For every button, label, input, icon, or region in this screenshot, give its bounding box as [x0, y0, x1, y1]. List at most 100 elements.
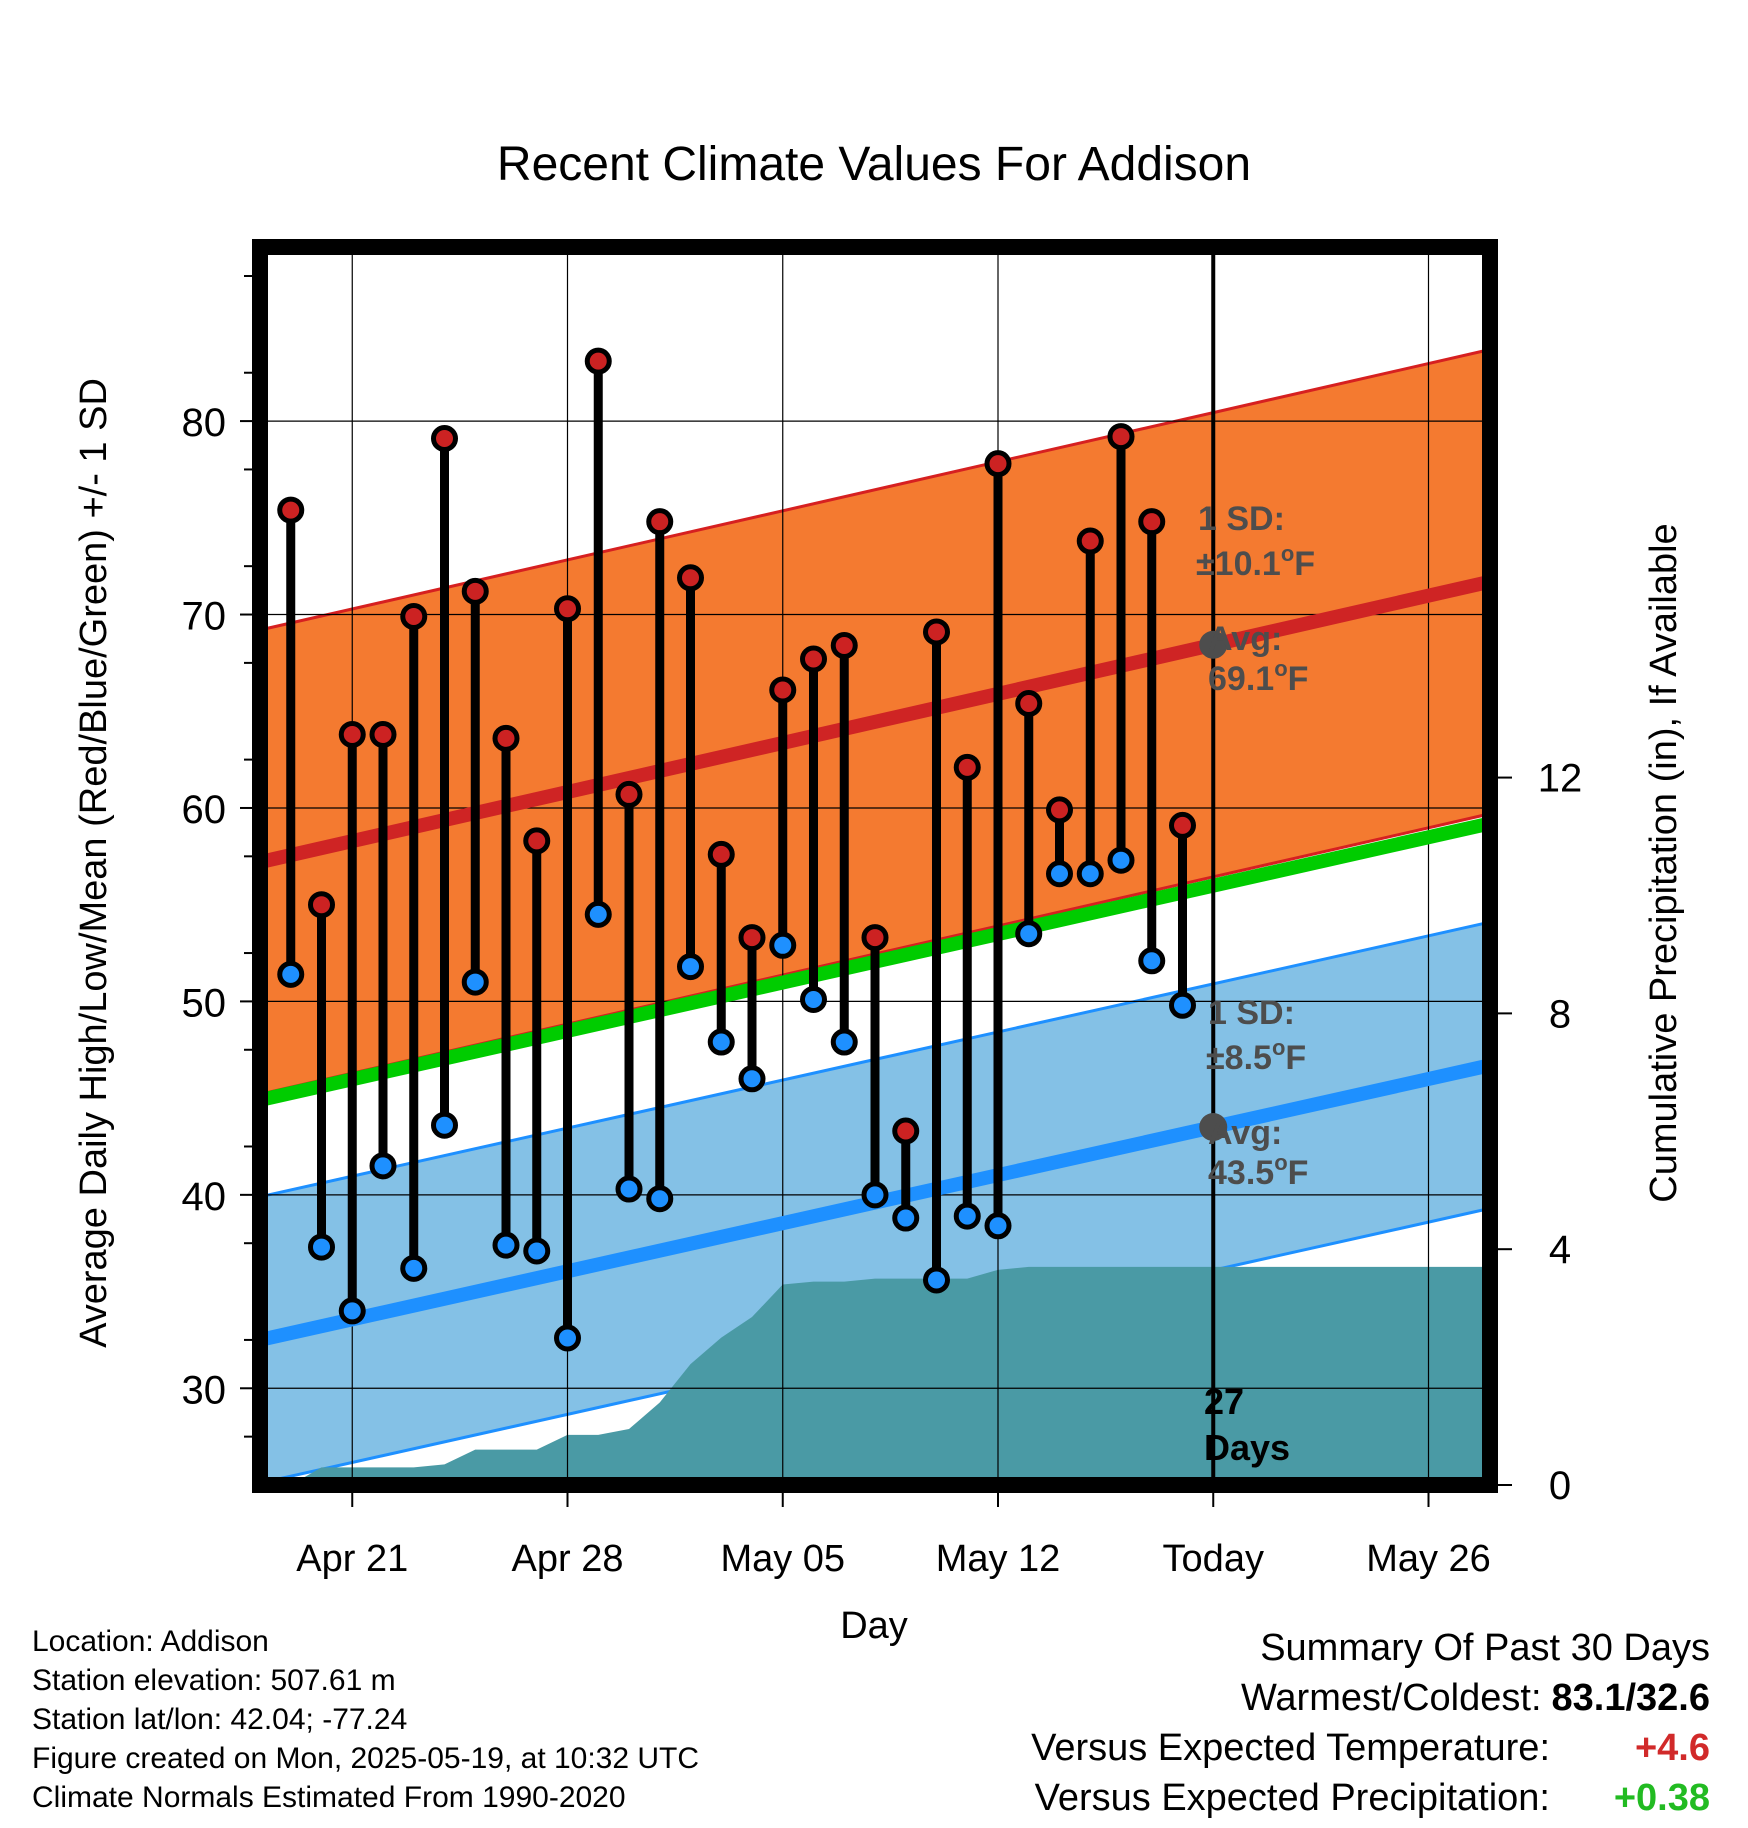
- warm-cold-row: Warmest/Coldest: 83.1/32.6: [1031, 1673, 1710, 1723]
- latlon-text: Station lat/lon: 42.04; -77.24: [32, 1703, 408, 1736]
- day-high-point: [769, 676, 797, 704]
- precip-fill: [290, 1266, 1490, 1485]
- precip-row: Versus Expected Precipitation: +0.38: [1031, 1773, 1710, 1823]
- y2-tick-label: 4: [1549, 1228, 1571, 1272]
- day-high-point: [1107, 423, 1135, 451]
- y-tick-label: 30: [182, 1368, 227, 1412]
- high-sd-degree: o: [1281, 541, 1294, 566]
- location-text: Location: Addison: [32, 1625, 269, 1658]
- x-tick-label: May 05: [720, 1538, 845, 1580]
- chart-title: Recent Climate Values For Addison: [497, 138, 1251, 191]
- day-low-point: [861, 1181, 889, 1209]
- day-high-point: [461, 577, 489, 605]
- low-avg-label: Avg:: [1208, 1114, 1282, 1152]
- low-avg-unit: F: [1288, 1154, 1309, 1192]
- low-avg-degree: o: [1274, 1150, 1287, 1175]
- normals-text: Climate Normals Estimated From 1990-2020: [32, 1781, 626, 1814]
- y-tick-label: 80: [182, 401, 227, 445]
- x-tick-label: May 12: [936, 1538, 1061, 1580]
- day-low-point: [338, 1297, 366, 1325]
- day-high-point: [431, 425, 458, 453]
- day-high-point: [1046, 796, 1073, 824]
- day-low-point: [369, 1152, 397, 1180]
- station-info: Location: Addison Station elevation: 507…: [32, 1622, 699, 1817]
- axes: 30 40 50 60 70 80 0 4 8 12 Apr 21 Apr 28 May 05 May 1…: [182, 275, 1583, 1580]
- warm-cold-value: 83.1/32.6: [1551, 1677, 1710, 1719]
- x-tick-label: Apr 21: [296, 1538, 408, 1580]
- y-tick-label: 40: [182, 1175, 227, 1219]
- precip-label: Versus Expected Precipitation:: [1034, 1777, 1550, 1819]
- day-high-point: [554, 595, 581, 623]
- high-sd-label: 1 SD:: [1198, 500, 1285, 538]
- high-avg-unit: F: [1288, 660, 1309, 698]
- day-low-point: [707, 1028, 735, 1056]
- high-sd-unit: F: [1294, 545, 1315, 583]
- day-low-point: [677, 953, 704, 981]
- day-high-point: [677, 564, 704, 592]
- day-high-point: [1169, 811, 1196, 839]
- y-axis-label: Average Daily High/Low/Mean (Red/Blue/Gr…: [73, 378, 115, 1348]
- y2-tick-label: 8: [1549, 992, 1571, 1036]
- day-high-point: [523, 827, 551, 855]
- day-high-point: [738, 924, 766, 952]
- day-low-point: [400, 1254, 428, 1282]
- daily-bars: [277, 347, 1196, 1352]
- day-high-point: [308, 891, 335, 919]
- day-high-point: [1138, 508, 1166, 536]
- high-sd-number: ±10.1: [1196, 545, 1281, 583]
- day-high-point: [861, 924, 889, 952]
- precip-area: [290, 1266, 1490, 1485]
- day-high-point: [1076, 527, 1104, 555]
- annotations: 1 SD: ±10.1oF Avg: 69.1oF 1 SD: ±8.5oF A…: [1196, 500, 1315, 1468]
- day-low-point: [1046, 860, 1073, 888]
- day-high-point: [984, 450, 1012, 478]
- low-sd-unit: F: [1285, 1039, 1306, 1077]
- low-sd-number: ±8.5: [1206, 1039, 1272, 1077]
- day-high-point: [615, 780, 643, 808]
- day-high-point: [707, 840, 735, 868]
- day-high-point: [400, 602, 428, 630]
- x-axis-label: Day: [840, 1605, 908, 1647]
- summary-title: Summary Of Past 30 Days: [1260, 1627, 1710, 1669]
- low-avg-value: 43.5oF: [1208, 1150, 1308, 1192]
- day-low-point: [830, 1028, 858, 1056]
- day-low-point: [953, 1202, 981, 1230]
- day-high-point: [584, 347, 612, 375]
- summary-panel: Summary Of Past 30 Days Warmest/Coldest:…: [1031, 1623, 1710, 1823]
- today-low-avg-dot: [1199, 1113, 1228, 1142]
- day-low-point: [769, 931, 797, 959]
- elevation-text: Station elevation: 507.61 m: [32, 1664, 396, 1697]
- day-high-point: [892, 1117, 920, 1145]
- low-avg-number: 43.5: [1208, 1154, 1274, 1192]
- day-low-point: [923, 1266, 950, 1294]
- day-low-point: [1107, 846, 1135, 874]
- created-text: Figure created on Mon, 2025-05-19, at 10…: [32, 1742, 700, 1775]
- day-low-point: [1138, 947, 1166, 975]
- day-low-point: [554, 1324, 581, 1352]
- day-high-point: [923, 618, 950, 646]
- day-low-point: [523, 1237, 551, 1265]
- high-avg-number: 69.1: [1208, 660, 1274, 698]
- x-tick-label: Apr 28: [512, 1538, 624, 1580]
- day-high-point: [277, 496, 305, 524]
- y2-tick-label: 12: [1538, 757, 1583, 801]
- day-low-point: [492, 1231, 520, 1259]
- temp-value: +4.6: [1634, 1727, 1710, 1769]
- low-sd-label: 1 SD:: [1208, 994, 1295, 1032]
- day-low-point: [277, 960, 305, 988]
- day-high-point: [646, 508, 674, 536]
- x-tick-label: May 26: [1366, 1538, 1491, 1580]
- day-low-point: [615, 1175, 643, 1203]
- day-low-point: [984, 1212, 1012, 1240]
- day-low-point: [892, 1204, 920, 1232]
- day-low-point: [1015, 920, 1043, 948]
- day-low-point: [308, 1233, 335, 1261]
- day-high-point: [830, 631, 858, 659]
- temp-row: Versus Expected Temperature: +4.6: [1031, 1723, 1710, 1773]
- days-count: 27: [1204, 1381, 1244, 1422]
- day-low-point: [738, 1065, 766, 1093]
- y-tick-label: 70: [182, 595, 227, 639]
- day-low-point: [800, 985, 827, 1013]
- day-high-point: [953, 753, 981, 781]
